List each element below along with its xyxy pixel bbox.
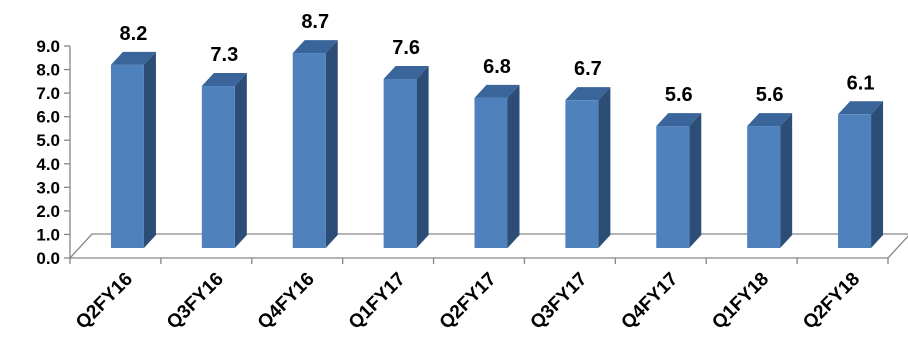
y-tick-label: 1.0	[36, 225, 60, 244]
data-label: 6.8	[483, 56, 511, 78]
x-tick-label: Q1FY18	[708, 269, 773, 334]
x-tick-label: Q2FY16	[72, 269, 137, 334]
bar-front	[838, 114, 872, 248]
data-label: 7.6	[392, 37, 420, 59]
bar-top	[656, 113, 702, 127]
y-tick-label: 5.0	[36, 131, 60, 150]
bar-top	[110, 51, 156, 65]
data-label: 7.3	[210, 44, 238, 66]
x-tick-label: Q4FY17	[617, 269, 682, 334]
bar-top	[565, 87, 611, 101]
bar-side	[598, 87, 611, 248]
bar-top	[292, 40, 338, 54]
chart-axes	[69, 46, 889, 264]
y-tick-label: 8.0	[36, 61, 60, 80]
y-tick-label: 7.0	[36, 84, 60, 103]
y-axis-ticks: 0.0 1.0 2.0 3.0 4.0 5.0 6.0 7.0 8.0 9.0	[36, 37, 70, 268]
bar-top	[838, 101, 884, 115]
x-tick-label: Q1FY17	[345, 269, 410, 334]
bar-front	[201, 86, 235, 249]
bar	[747, 113, 793, 248]
bars	[110, 40, 884, 249]
data-labels: 8.2 7.3 8.7 7.6 6.8 6.7 5.6 5.6 6.1	[120, 11, 875, 106]
bar-front	[474, 97, 508, 248]
bar	[565, 87, 611, 248]
data-label: 5.6	[756, 84, 784, 106]
bar	[656, 113, 702, 248]
data-label: 8.7	[301, 11, 329, 33]
y-tick-label: 6.0	[36, 108, 60, 127]
bar	[110, 51, 156, 248]
bar-front	[656, 126, 690, 248]
bar-top	[747, 113, 793, 127]
y-tick-label: 2.0	[36, 202, 60, 221]
data-label: 5.6	[665, 84, 693, 106]
bar	[201, 73, 247, 249]
data-label: 6.1	[847, 72, 875, 94]
x-tick-label: Q3FY17	[527, 269, 592, 334]
bar-top	[474, 84, 520, 98]
bar	[383, 65, 429, 248]
x-axis-labels: Q2FY16 Q3FY16 Q4FY16 Q1FY17 Q2FY17 Q3FY17 Q4FY…	[72, 269, 864, 334]
bar-front	[110, 64, 144, 248]
bar-side	[689, 113, 702, 248]
y-tick-label: 9.0	[36, 37, 60, 56]
bar-front	[383, 78, 417, 248]
bar	[292, 40, 338, 248]
bar	[474, 84, 520, 248]
bar-side	[871, 101, 884, 248]
bar-side	[416, 65, 429, 248]
bar-front	[565, 100, 599, 248]
x-tick-label: Q4FY16	[254, 269, 319, 334]
y-tick-label: 4.0	[36, 155, 60, 174]
bar-side	[234, 73, 247, 249]
bar-top	[201, 73, 247, 87]
bar-side	[143, 51, 156, 248]
bar-front	[292, 53, 326, 248]
x-tick-label: Q2FY17	[436, 269, 501, 334]
bar-top	[383, 65, 429, 79]
bar-front	[747, 126, 781, 248]
bar-side	[507, 84, 520, 248]
bar	[838, 101, 884, 248]
x-tick-label: Q3FY16	[163, 269, 228, 334]
bar-side	[325, 40, 338, 248]
data-label: 6.7	[574, 58, 602, 80]
y-tick-label: 3.0	[36, 178, 60, 197]
bar-side	[780, 113, 793, 248]
x-tick-label: Q2FY18	[799, 269, 864, 334]
y-tick-label: 0.0	[36, 249, 60, 268]
data-label: 8.2	[120, 23, 148, 45]
